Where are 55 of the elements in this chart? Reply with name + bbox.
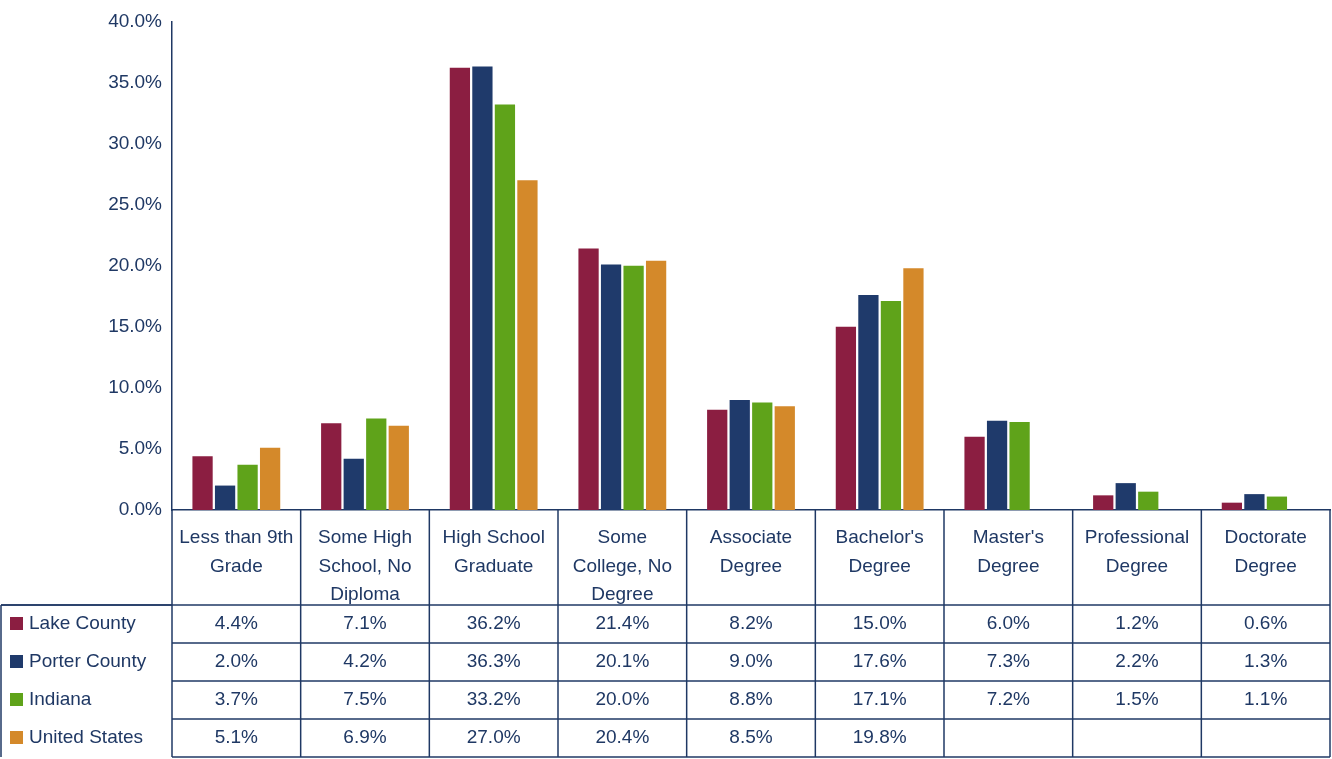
y-tick-label: 20.0% xyxy=(108,253,163,275)
y-tick-label: 10.0% xyxy=(108,376,163,398)
data-label: 33.2% xyxy=(466,688,521,710)
data-label: 3.7% xyxy=(214,688,259,710)
x-tick-label: Some High School, No Diploma xyxy=(318,526,412,605)
data-label: 27.0% xyxy=(466,726,521,748)
y-tick-label: 25.0% xyxy=(108,192,163,214)
data-label: 8.8% xyxy=(729,688,773,710)
legend-label: United States xyxy=(29,726,144,748)
data-label: 4.4% xyxy=(214,612,259,634)
x-tick-label: Some College, No Degree xyxy=(572,526,672,605)
x-tick-label: Associate Degree xyxy=(709,526,793,576)
y-tick-label: 0.0% xyxy=(118,498,163,520)
x-tick-label: High School Graduate xyxy=(442,526,545,576)
x-tick-label: Master's Degree xyxy=(972,526,1044,576)
data-label: 1.3% xyxy=(1244,650,1288,672)
data-label: 1.1% xyxy=(1244,688,1288,710)
data-label: 36.2% xyxy=(466,612,521,634)
data-label: 7.5% xyxy=(343,688,387,710)
data-label: 21.4% xyxy=(595,612,650,634)
y-tick-label: 30.0% xyxy=(108,131,163,153)
y-tick-label: 40.0% xyxy=(108,9,163,31)
data-label: 15.0% xyxy=(852,612,907,634)
data-label: 19.8% xyxy=(852,726,907,748)
legend-label: Porter County xyxy=(29,650,147,672)
y-tick-label: 15.0% xyxy=(108,315,163,337)
data-label: 7.1% xyxy=(343,612,387,634)
data-label: 6.9% xyxy=(343,726,387,748)
data-label: 6.0% xyxy=(986,612,1031,634)
data-label: 4.2% xyxy=(343,650,387,672)
x-tick-label: Less than 9th Grade xyxy=(179,526,294,576)
data-label: 5.1% xyxy=(214,726,259,748)
data-label: 1.5% xyxy=(1115,688,1159,710)
y-tick-label: 5.0% xyxy=(118,437,163,459)
data-label: 17.1% xyxy=(852,688,907,710)
data-label: 17.6% xyxy=(852,650,907,672)
data-label: 20.1% xyxy=(595,650,650,672)
data-label: 2.2% xyxy=(1115,650,1159,672)
y-tick-label: 35.0% xyxy=(108,70,163,92)
data-label: 20.4% xyxy=(595,726,650,748)
data-label: 7.2% xyxy=(986,688,1031,710)
data-label: 1.2% xyxy=(1115,612,1159,634)
x-tick-label: Bachelor's Degree xyxy=(835,526,924,576)
legend-label: Lake County xyxy=(29,612,137,634)
data-label: 0.6% xyxy=(1244,612,1288,634)
data-label: 8.2% xyxy=(729,612,773,634)
data-label: 7.3% xyxy=(986,650,1031,672)
legend-label: Indiana xyxy=(29,688,92,710)
data-label: 36.3% xyxy=(466,650,521,672)
x-tick-label: Professional Degree xyxy=(1084,526,1190,576)
data-label: 20.0% xyxy=(595,688,650,710)
x-tick-label: Doctorate Degree xyxy=(1224,526,1307,576)
data-label: 2.0% xyxy=(214,650,259,672)
data-label: 8.5% xyxy=(729,726,773,748)
data-label: 9.0% xyxy=(729,650,773,672)
